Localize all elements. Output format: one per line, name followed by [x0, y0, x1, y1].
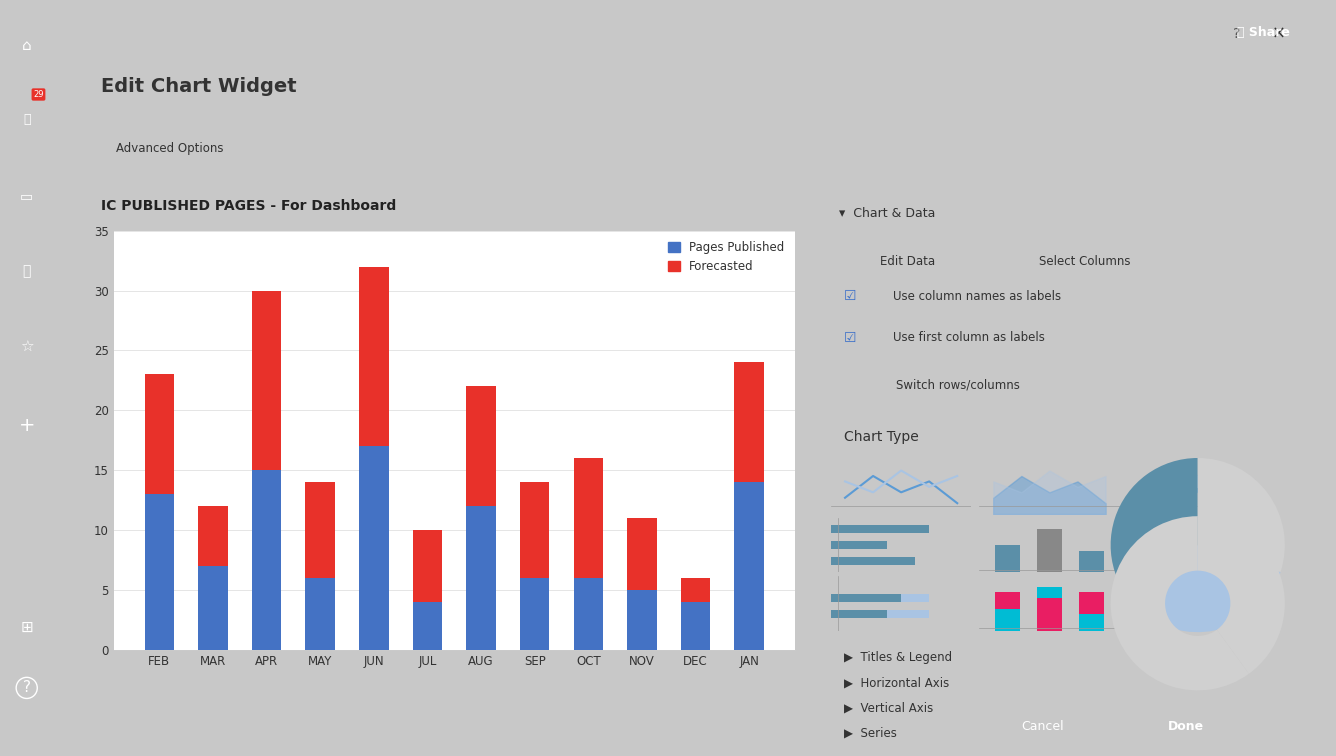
Bar: [306, 578, 335, 650]
Text: Use first column as labels: Use first column as labels: [894, 331, 1045, 345]
Bar: [520, 482, 549, 578]
Text: Done: Done: [1168, 720, 1205, 733]
Bar: [627, 590, 657, 650]
Bar: [466, 386, 496, 507]
Bar: [735, 482, 764, 650]
Text: 29: 29: [33, 90, 44, 99]
Bar: [831, 525, 930, 533]
Text: ▾  Chart & Data: ▾ Chart & Data: [839, 207, 935, 220]
Bar: [144, 374, 174, 494]
Bar: [831, 541, 887, 549]
Text: ⏱: ⏱: [23, 265, 31, 279]
Bar: [198, 566, 227, 650]
Wedge shape: [1110, 458, 1197, 615]
Wedge shape: [1110, 516, 1249, 690]
Text: ☆: ☆: [20, 340, 33, 355]
Bar: [627, 519, 657, 590]
Text: Edit Data: Edit Data: [880, 256, 935, 268]
Text: ▶  Titles & Legend: ▶ Titles & Legend: [844, 651, 953, 665]
Bar: [1079, 593, 1104, 614]
Bar: [831, 610, 887, 618]
Bar: [995, 545, 1019, 572]
Text: ▶  Series: ▶ Series: [844, 726, 896, 739]
Text: ▶  Vertical Axis: ▶ Vertical Axis: [844, 701, 934, 714]
Bar: [900, 593, 930, 602]
Bar: [887, 610, 929, 618]
Text: Edit Chart Widget: Edit Chart Widget: [102, 77, 297, 97]
Bar: [413, 530, 442, 603]
Text: Advanced Options: Advanced Options: [116, 141, 223, 155]
Text: Use column names as labels: Use column names as labels: [894, 290, 1061, 303]
Wedge shape: [1197, 458, 1285, 572]
Bar: [306, 482, 335, 578]
Bar: [251, 470, 282, 650]
Bar: [520, 578, 549, 650]
Text: 🔔: 🔔: [23, 113, 31, 126]
Bar: [681, 578, 711, 603]
Bar: [413, 603, 442, 650]
Text: ☑: ☑: [844, 331, 856, 345]
Bar: [1079, 614, 1104, 631]
Wedge shape: [1146, 545, 1280, 632]
Text: +: +: [19, 416, 35, 435]
Text: 👥 Share: 👥 Share: [1237, 26, 1289, 39]
Text: ⊞: ⊞: [20, 620, 33, 635]
Legend: Pages Published, Forecasted: Pages Published, Forecasted: [663, 237, 790, 278]
Bar: [359, 446, 389, 650]
Bar: [831, 557, 915, 565]
Bar: [144, 494, 174, 650]
Text: ⌂: ⌂: [21, 38, 32, 53]
Text: Chart Type: Chart Type: [844, 429, 919, 444]
Bar: [359, 267, 389, 446]
Bar: [1037, 598, 1062, 631]
Bar: [681, 603, 711, 650]
Bar: [251, 290, 282, 470]
Bar: [573, 578, 603, 650]
Text: ▶  Horizontal Axis: ▶ Horizontal Axis: [844, 676, 949, 689]
Bar: [1079, 550, 1104, 572]
Text: ?: ?: [1233, 27, 1240, 41]
Text: ☑: ☑: [844, 290, 856, 303]
Text: Switch rows/columns: Switch rows/columns: [896, 379, 1019, 392]
Bar: [831, 593, 900, 602]
Text: ?: ?: [23, 680, 31, 696]
Text: ×: ×: [1272, 25, 1285, 43]
Bar: [1037, 587, 1062, 598]
Text: Cancel: Cancel: [1021, 720, 1063, 733]
Bar: [995, 609, 1019, 631]
Wedge shape: [1198, 516, 1285, 674]
Text: Select Columns: Select Columns: [1039, 256, 1130, 268]
Bar: [995, 593, 1019, 609]
Bar: [466, 507, 496, 650]
Bar: [735, 362, 764, 482]
Bar: [1037, 528, 1062, 572]
Text: ▭: ▭: [20, 189, 33, 203]
Bar: [573, 458, 603, 578]
Text: IC PUBLISHED PAGES - For Dashboard: IC PUBLISHED PAGES - For Dashboard: [102, 199, 397, 213]
Bar: [198, 507, 227, 566]
